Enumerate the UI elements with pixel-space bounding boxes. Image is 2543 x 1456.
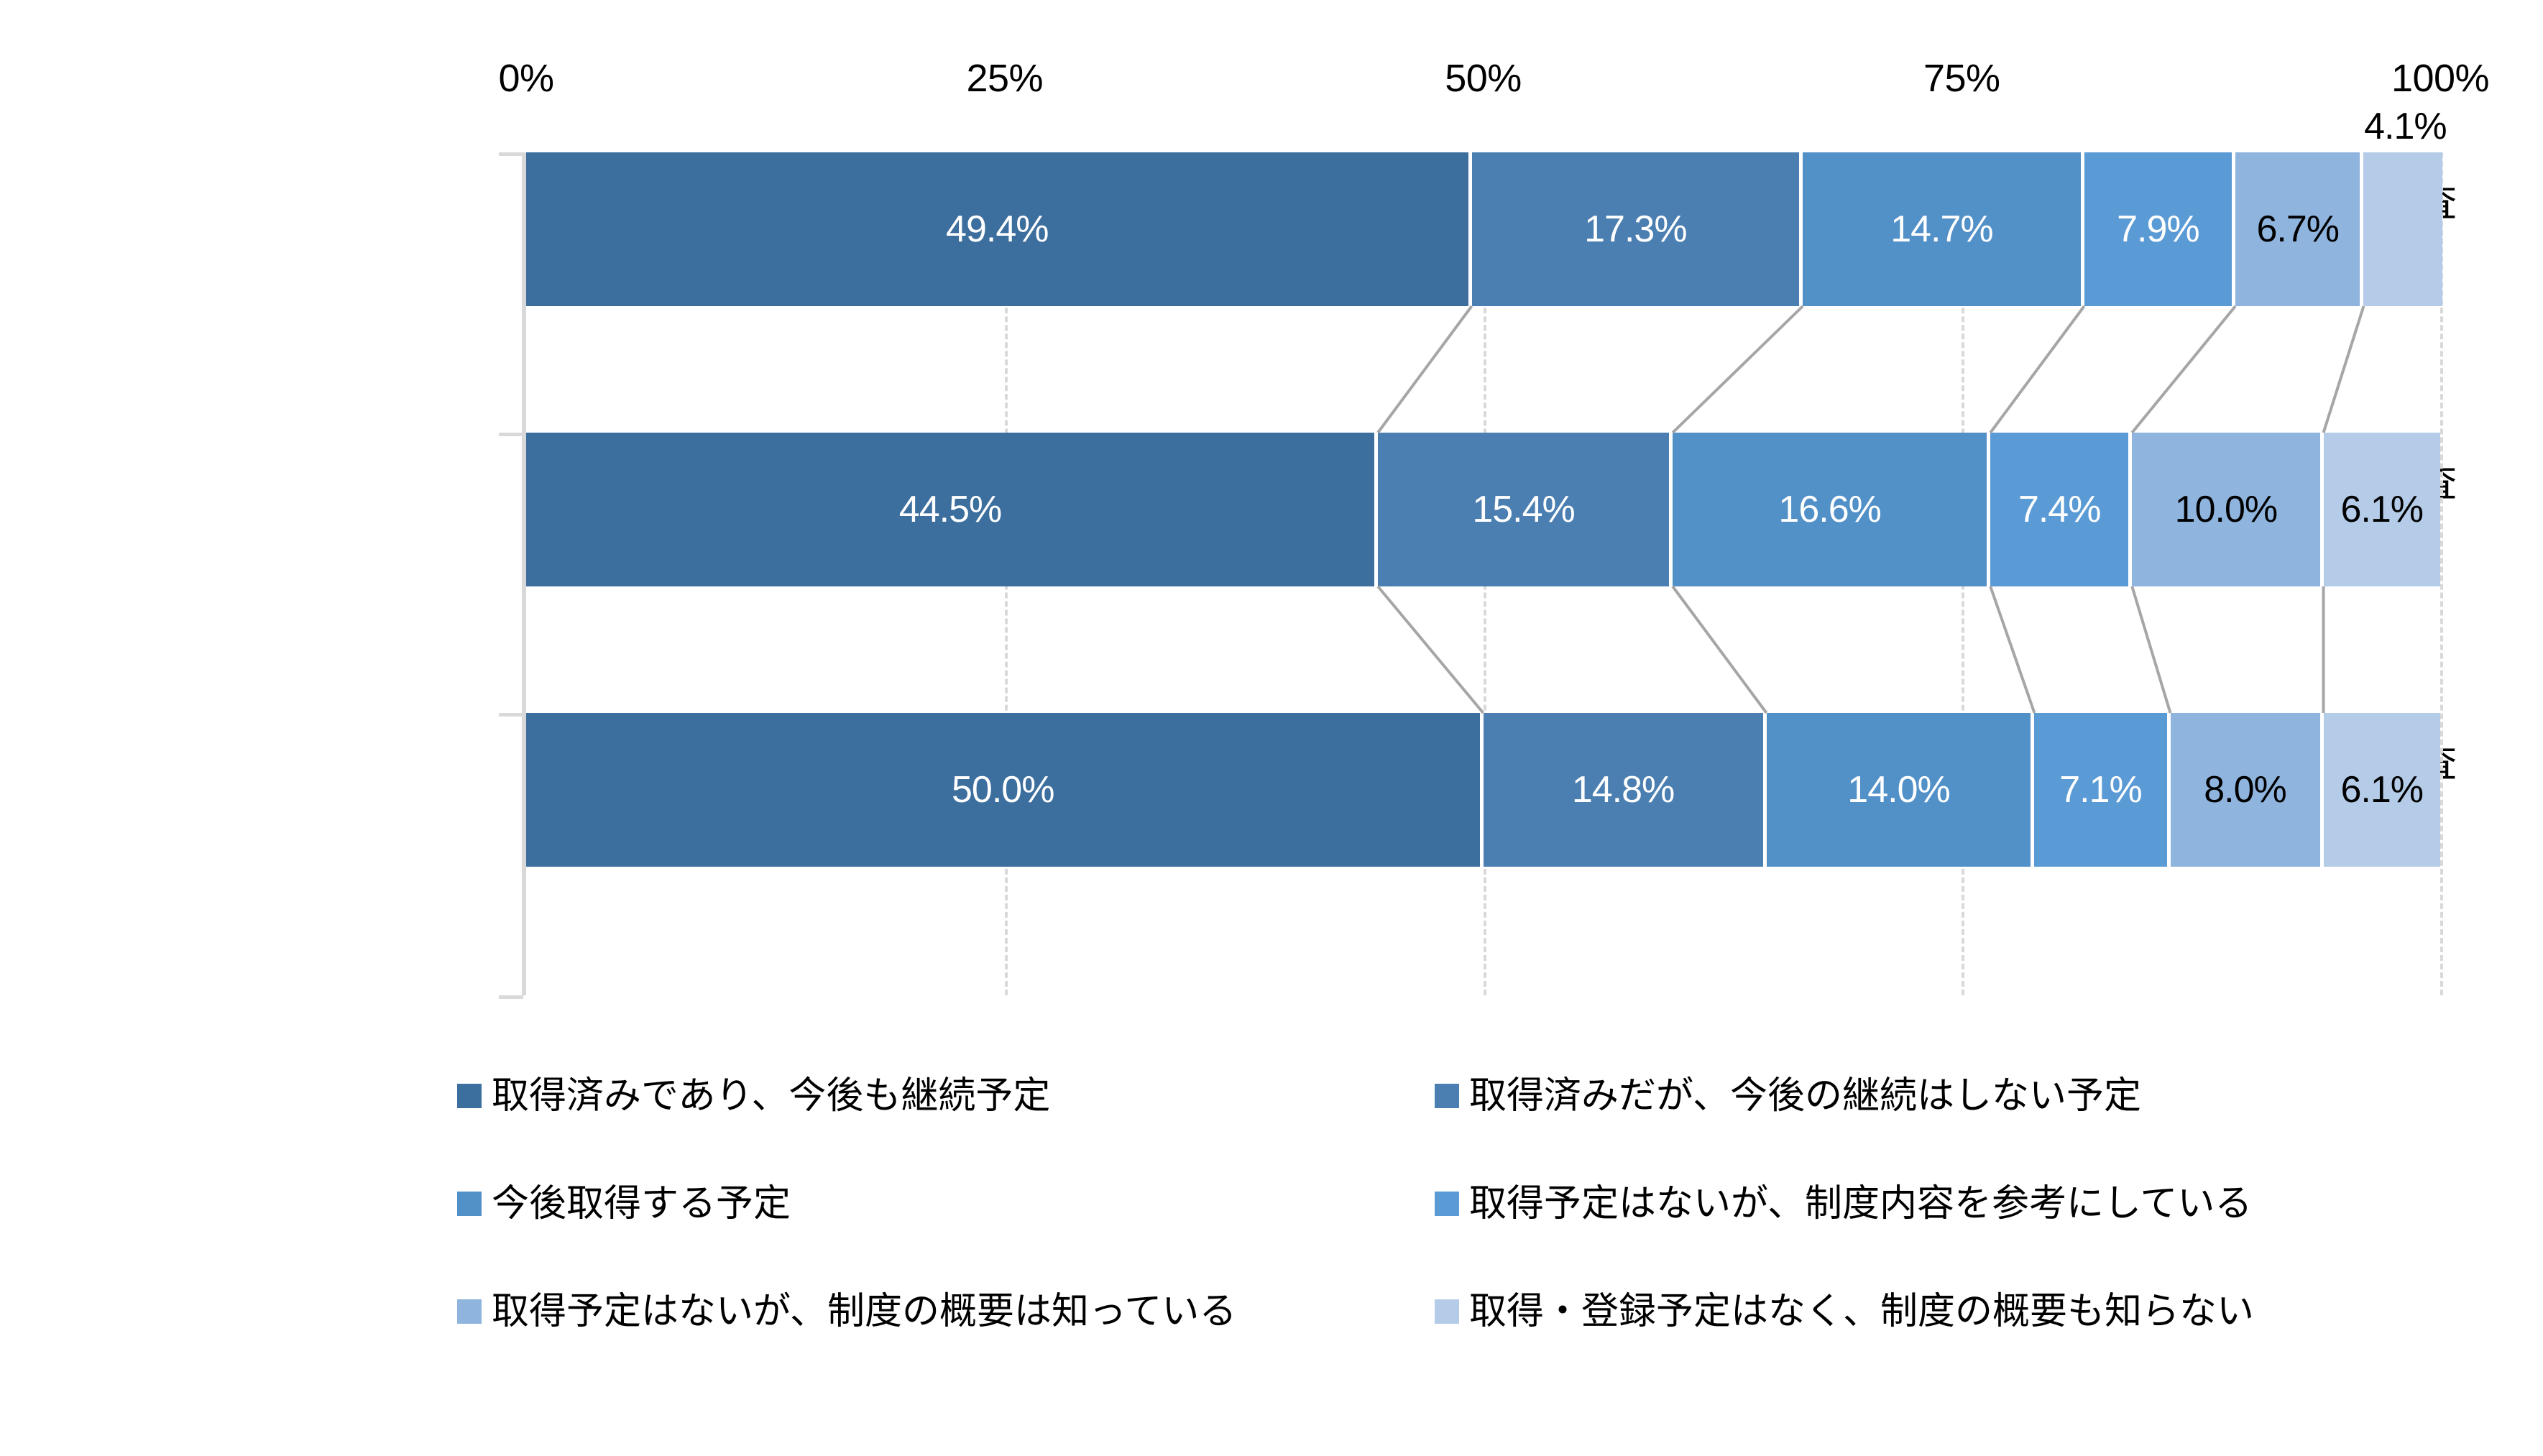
bar-segment-value-label: 17.3% bbox=[1584, 208, 1687, 250]
x-axis-tick-label: 0% bbox=[498, 57, 554, 100]
legend-row: 取得予定はないが、制度の概要は知っている 取得・登録予定はなく、制度の概要も知らな… bbox=[0, 1290, 2543, 1398]
bar-segment[interactable]: 7.4% bbox=[1990, 433, 2133, 586]
bar-segment[interactable]: 6.1% bbox=[2323, 433, 2440, 586]
bar-segment-value-label: 4.1% bbox=[2364, 106, 2447, 147]
bar-segment-value-label: 7.4% bbox=[2018, 489, 2102, 530]
bar-segment[interactable]: 7.9% bbox=[2084, 152, 2236, 306]
x-axis-tick-label: 50% bbox=[1445, 57, 1522, 100]
legend-label: 取得済みであり、今後も継続予定 bbox=[492, 1075, 1051, 1117]
bar-segment-value-label: 8.0% bbox=[2204, 769, 2287, 811]
bar-segment-value-label: 14.8% bbox=[1571, 769, 1675, 811]
legend-label: 取得済みだが、今後の継続はしない予定 bbox=[1469, 1075, 2141, 1117]
bar-segment[interactable]: 50.0% bbox=[526, 713, 1484, 867]
bar-segment-value-label: 7.9% bbox=[2117, 208, 2200, 250]
legend-label: 今後取得する予定 bbox=[492, 1183, 791, 1225]
legend-swatch-icon bbox=[1435, 1192, 1459, 1216]
bar-segment-value-label: 15.4% bbox=[1472, 489, 1575, 530]
bar-segment-value-label: 16.6% bbox=[1778, 489, 1881, 530]
bar-segment-value-label: 6.1% bbox=[2340, 769, 2424, 811]
bar-segment[interactable]: 14.0% bbox=[1766, 713, 2035, 867]
legend-item[interactable]: 取得・登録予定はなく、制度の概要も知らない bbox=[1435, 1290, 2254, 1333]
bar-segment[interactable]: 14.7% bbox=[1803, 152, 2084, 306]
bar-segment-value-label: 6.7% bbox=[2256, 208, 2340, 250]
bar-segment[interactable]: 6.1% bbox=[2323, 713, 2440, 867]
x-axis-tick-labels: 0% 25% 50% 75% 100% bbox=[0, 56, 2543, 106]
bar-segment[interactable]: 7.1% bbox=[2034, 713, 2171, 867]
bar-segment[interactable]: 16.6% bbox=[1673, 433, 1991, 586]
bar-segment-value-label: 7.1% bbox=[2059, 769, 2143, 811]
legend-swatch-icon bbox=[457, 1192, 482, 1216]
legend-label: 取得予定はないが、制度の概要は知っている bbox=[492, 1291, 1237, 1332]
y-axis-tick bbox=[499, 433, 523, 436]
x-axis-tick-label: 100% bbox=[2391, 57, 2490, 100]
legend-item[interactable]: 取得済みだが、今後の継続はしない予定 bbox=[1435, 1074, 2141, 1118]
bar-segment[interactable]: 4.1% bbox=[2363, 106, 2447, 306]
legend-row: 取得済みであり、今後も継続予定 取得済みだが、今後の継続はしない予定 bbox=[0, 1074, 2543, 1182]
bar-segment[interactable]: 8.0% bbox=[2170, 713, 2324, 867]
bar-segment-value-label: 49.4% bbox=[946, 208, 1049, 250]
legend-item[interactable]: 今後取得する予定 bbox=[457, 1182, 791, 1225]
legend: 取得済みであり、今後も継続予定 取得済みだが、今後の継続はしない予定今後取得する予… bbox=[0, 1074, 2543, 1398]
bar-segment-value-label: 14.7% bbox=[1890, 208, 1993, 250]
legend-item[interactable]: 取得予定はないが、制度の概要は知っている bbox=[457, 1290, 1236, 1333]
legend-item[interactable]: 取得予定はないが、制度内容を参考にしている bbox=[1435, 1182, 2252, 1225]
bar-segment-value-label: 10.0% bbox=[2174, 489, 2278, 530]
bar-segment[interactable]: 49.4% bbox=[526, 152, 1472, 306]
x-axis-tick-label: 25% bbox=[966, 57, 1044, 100]
legend-item[interactable]: 取得済みであり、今後も継続予定 bbox=[457, 1074, 1050, 1118]
gridline bbox=[2440, 152, 2443, 995]
bar-row: 50.0% 14.8% 14.0% 7.1% 8.0% 6.1% bbox=[526, 713, 2440, 867]
y-axis-tick bbox=[499, 995, 523, 999]
bar-segment-value-label: 44.5% bbox=[898, 489, 1002, 530]
bar-segment[interactable]: 6.7% bbox=[2235, 152, 2364, 306]
y-axis-line bbox=[522, 152, 526, 995]
legend-swatch-icon bbox=[457, 1299, 482, 1324]
legend-label: 取得・登録予定はなく、制度の概要も知らない bbox=[1469, 1291, 2255, 1332]
bar-row: 44.5% 15.4% 16.6% 7.4% 10.0% 6.1% bbox=[526, 433, 2440, 586]
bar-segment[interactable]: 14.8% bbox=[1483, 713, 1767, 867]
bar-row: 49.4% 17.3% 14.7% 7.9% 6.7% 4.1% bbox=[526, 106, 2447, 306]
bar-segment-value-label: 14.0% bbox=[1847, 769, 1950, 811]
bar-segment[interactable]: 15.4% bbox=[1378, 433, 1673, 586]
legend-swatch-icon bbox=[457, 1084, 482, 1108]
legend-swatch-icon bbox=[1435, 1084, 1459, 1108]
x-axis-tick-label: 75% bbox=[1923, 57, 2000, 100]
bar-segment-value-label: 6.1% bbox=[2340, 489, 2424, 530]
legend-swatch-icon bbox=[1435, 1299, 1459, 1324]
bar-segment[interactable]: 17.3% bbox=[1471, 152, 1803, 306]
bar-segment[interactable]: 44.5% bbox=[526, 433, 1379, 586]
plot-area: 49.4% 17.3% 14.7% 7.9% 6.7% 4.1% 44.5% 15.4% 16.… bbox=[526, 106, 2447, 995]
legend-label: 取得予定はないが、制度内容を参考にしている bbox=[1469, 1183, 2253, 1225]
bar-segment[interactable]: 10.0% bbox=[2132, 433, 2324, 586]
y-axis-tick bbox=[499, 152, 523, 156]
legend-row: 今後取得する予定 取得予定はないが、制度内容を参考にしている bbox=[0, 1182, 2543, 1290]
bar-segment-value-label: 50.0% bbox=[952, 769, 1054, 811]
y-axis-tick bbox=[499, 713, 523, 717]
